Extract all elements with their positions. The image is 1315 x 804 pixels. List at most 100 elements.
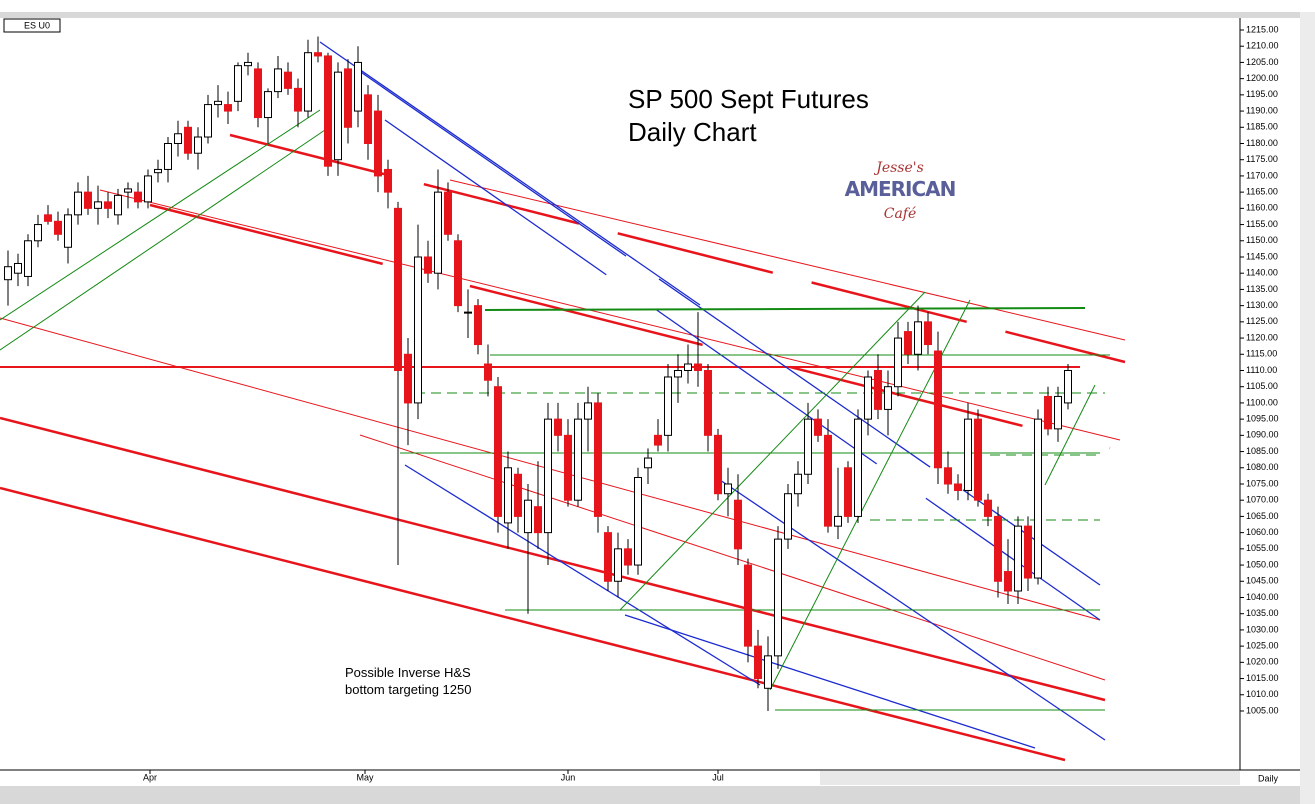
candle-body xyxy=(44,214,52,222)
candle-body xyxy=(694,363,702,371)
candle-body xyxy=(134,191,142,203)
candle-body xyxy=(424,256,432,274)
candle-body xyxy=(784,493,792,540)
candle-body xyxy=(814,418,822,436)
candle-body xyxy=(914,321,922,355)
candle-body xyxy=(754,645,762,680)
candle-body xyxy=(774,538,782,657)
candle-body xyxy=(594,402,602,517)
candle-body xyxy=(734,499,742,550)
candle-body xyxy=(574,418,582,501)
y-tick-label: 1030.00 xyxy=(1246,624,1279,634)
trendline xyxy=(359,434,1106,681)
y-tick-label: 1135.00 xyxy=(1246,284,1278,294)
candle-body xyxy=(84,191,92,209)
candle-body xyxy=(474,305,482,346)
y-tick-label: 1190.00 xyxy=(1246,105,1278,115)
y-tick-label: 1085.00 xyxy=(1246,446,1279,456)
candle-body xyxy=(244,61,252,67)
candle-body xyxy=(514,473,522,517)
candle-body xyxy=(194,136,202,154)
candle-body xyxy=(14,262,22,274)
candle-body xyxy=(714,434,722,495)
symbol-box xyxy=(3,18,61,33)
y-tick-label: 1120.00 xyxy=(1246,332,1278,342)
candle-body xyxy=(834,515,842,527)
y-tick-label: 1145.00 xyxy=(1246,251,1278,261)
logo-text: Jesse's xyxy=(873,160,924,176)
y-tick-label: 1005.00 xyxy=(1246,705,1279,715)
y-tick-label: 1165.00 xyxy=(1246,187,1278,197)
y-tick-label: 1205.00 xyxy=(1246,57,1279,67)
y-tick-label: 1015.00 xyxy=(1246,673,1279,683)
candle-body xyxy=(334,71,342,161)
candle-body xyxy=(144,175,152,203)
trendline xyxy=(484,307,1086,311)
candle-body xyxy=(434,191,442,274)
logo-text: AMERICAN xyxy=(845,177,956,201)
candle-body xyxy=(1064,369,1072,404)
candle-body xyxy=(884,386,892,410)
y-tick-label: 1175.00 xyxy=(1246,154,1278,164)
y-tick-label: 1055.00 xyxy=(1246,543,1279,553)
candle-body xyxy=(204,104,212,138)
candle-body xyxy=(104,201,112,209)
candle-body xyxy=(634,477,642,566)
candle-body xyxy=(584,402,592,420)
x-tick-label: Jun xyxy=(561,772,576,782)
y-tick-label: 1040.00 xyxy=(1246,592,1279,602)
candle-body xyxy=(344,68,352,128)
trendline xyxy=(404,464,761,686)
candle-body xyxy=(94,201,102,209)
annotation: Possible Inverse H&S xyxy=(345,665,471,680)
candle-body xyxy=(524,499,532,534)
y-tick-label: 1140.00 xyxy=(1246,268,1278,278)
candle-body xyxy=(534,506,542,534)
y-tick-label: 1020.00 xyxy=(1246,657,1279,667)
candle-body xyxy=(284,71,292,89)
y-tick-label: 1045.00 xyxy=(1246,576,1279,586)
candle-body xyxy=(154,168,162,174)
candle-body xyxy=(1004,571,1012,592)
candle-body xyxy=(164,142,172,170)
candle-body xyxy=(924,321,932,346)
candle-body xyxy=(1054,395,1062,430)
candle-body xyxy=(704,369,712,436)
x-tick-label: Jul xyxy=(712,772,724,782)
x-tick-label: Apr xyxy=(143,772,157,782)
candle-body xyxy=(214,100,222,106)
annotation: bottom targeting 1250 xyxy=(345,682,471,697)
candle-body xyxy=(304,52,312,112)
y-tick-label: 1105.00 xyxy=(1246,381,1278,391)
candle-body xyxy=(974,418,982,501)
candle-body xyxy=(544,418,552,534)
trendline xyxy=(1044,384,1096,486)
candle-body xyxy=(74,191,82,216)
y-tick-label: 1035.00 xyxy=(1246,608,1279,618)
candle-body xyxy=(504,467,512,524)
candle-body xyxy=(614,548,622,582)
candle-body xyxy=(1044,395,1052,430)
y-tick-label: 1095.00 xyxy=(1246,414,1279,424)
y-tick-label: 1115.00 xyxy=(1246,349,1277,359)
candle-body xyxy=(404,353,412,404)
y-tick-label: 1160.00 xyxy=(1246,203,1278,213)
candle-body xyxy=(864,376,872,420)
y-tick-label: 1010.00 xyxy=(1246,689,1279,699)
candle-body xyxy=(804,418,812,475)
candle-body xyxy=(354,61,362,112)
y-tick-label: 1060.00 xyxy=(1246,527,1279,537)
y-tick-label: 1075.00 xyxy=(1246,478,1279,488)
candle-body xyxy=(654,434,662,446)
candle-body xyxy=(1014,525,1022,592)
candle-body xyxy=(364,94,372,144)
candle-body xyxy=(184,126,192,154)
candle-body xyxy=(934,350,942,469)
candle-body xyxy=(844,467,852,517)
candle-body xyxy=(554,418,562,436)
y-tick-label: 1185.00 xyxy=(1246,122,1278,132)
period-label: Daily xyxy=(1258,773,1279,783)
candle-body xyxy=(944,467,952,485)
candle-body xyxy=(854,418,862,517)
candle-body xyxy=(794,473,802,495)
